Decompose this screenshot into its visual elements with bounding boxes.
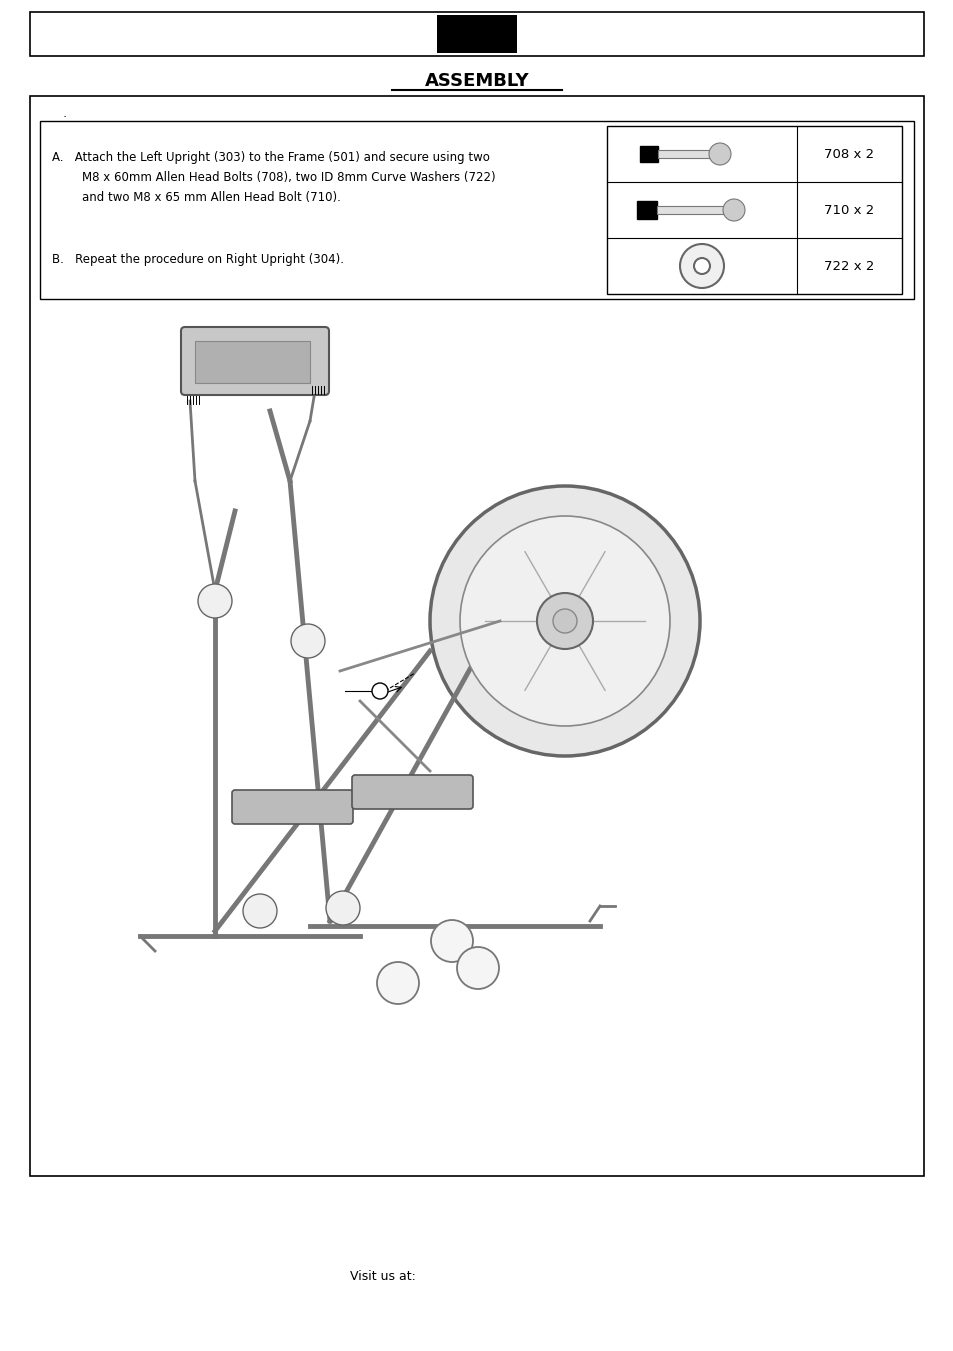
Bar [658,150,718,158]
Circle shape [430,486,700,757]
Ellipse shape [708,143,730,165]
FancyBboxPatch shape [232,790,353,824]
Circle shape [693,258,709,274]
Bar [30,12,923,55]
Text: ASSEMBLY: ASSEMBLY [424,72,529,91]
Bar [606,126,901,295]
Bar [194,340,310,382]
Circle shape [459,516,669,725]
Ellipse shape [722,199,744,222]
Text: 708 x 2: 708 x 2 [823,147,873,161]
Bar [657,205,731,213]
Circle shape [376,962,418,1004]
Text: A.   Attach the Left Upright (303) to the Frame (501) and secure using two
     : A. Attach the Left Upright (303) to the … [52,151,496,204]
Circle shape [198,584,232,617]
Bar [436,15,517,53]
Circle shape [431,920,473,962]
FancyBboxPatch shape [181,327,329,394]
Text: 722 x 2: 722 x 2 [823,259,873,273]
Circle shape [679,245,723,288]
Bar [637,201,657,219]
Circle shape [537,593,593,648]
Text: Visit us at:: Visit us at: [350,1270,416,1282]
Ellipse shape [555,551,635,711]
Bar [40,122,913,299]
Circle shape [326,892,359,925]
Text: B.   Repeat the procedure on Right Upright (304).: B. Repeat the procedure on Right Upright… [52,253,344,266]
Circle shape [372,684,388,698]
Circle shape [243,894,276,928]
Text: 710 x 2: 710 x 2 [823,204,873,216]
Text: :: : [63,112,67,124]
FancyBboxPatch shape [352,775,473,809]
Bar [30,96,923,1175]
Bar [639,146,658,162]
Circle shape [553,609,577,634]
Circle shape [291,624,325,658]
Circle shape [456,947,498,989]
